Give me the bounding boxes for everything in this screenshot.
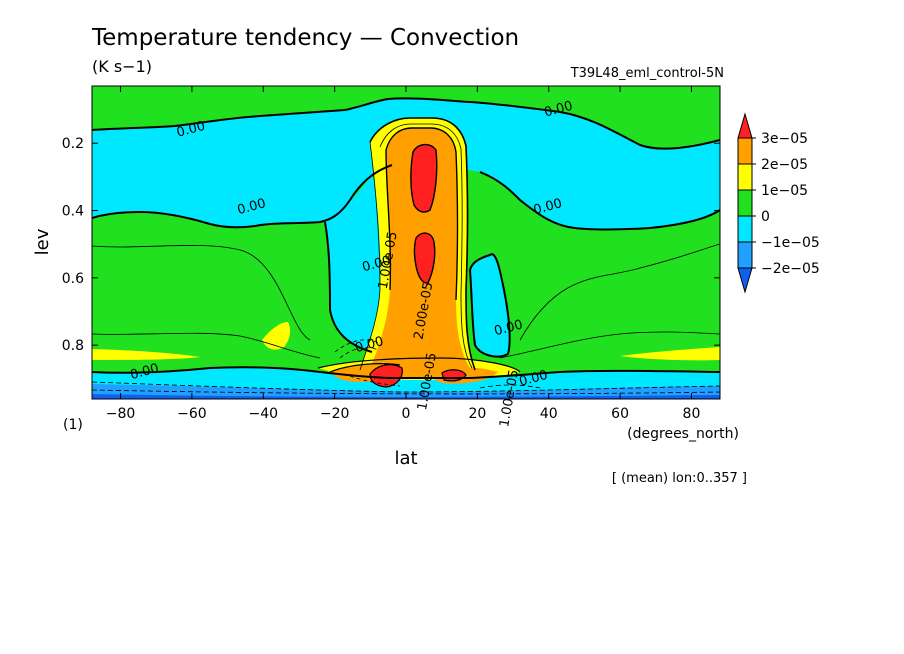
fill-max-mid	[414, 233, 435, 284]
colorbar-bottom-triangle	[737, 267, 753, 294]
contour-label: 0.00	[532, 196, 564, 218]
x-axis-label: lat	[394, 448, 417, 469]
fill-neg2-lower	[92, 384, 720, 399]
zero-contour-upper	[92, 97, 720, 150]
x-tick-label: −20	[320, 406, 350, 422]
colorbar-segment	[737, 241, 753, 269]
fill-pos-sh-band	[92, 349, 200, 360]
thin-contours-mid	[92, 243, 720, 341]
fill-neg-tongue-south	[325, 175, 384, 352]
x-tick-label: 0	[402, 406, 411, 422]
contour-surface-cells	[317, 357, 521, 388]
y-axis-label: lev	[32, 228, 53, 255]
y-tick-label: 0.4	[62, 204, 84, 220]
colorbar-label: 1e−05	[761, 183, 808, 199]
x-tick-label: −60	[177, 406, 207, 422]
thin-contours-low	[92, 331, 720, 359]
contour-column-core	[385, 127, 459, 301]
zero-contour-north	[479, 171, 720, 231]
contour-column-outer	[369, 117, 476, 371]
fill-pos-nh-band	[620, 347, 720, 361]
zero-contour-south	[92, 164, 393, 229]
colorbar-label: 3e−05	[761, 131, 808, 147]
contour-column-inner	[359, 123, 473, 371]
x-tick-label: 40	[540, 406, 558, 422]
colorbar-top-triangle	[737, 112, 753, 139]
contour-label: 0.00	[129, 361, 161, 383]
x-axis: −80 −60 −40 −20 0 20 40 60 80	[106, 86, 701, 422]
contour-label: 0.00	[361, 253, 393, 275]
contour-maxima	[410, 143, 438, 284]
run-label: T39L48_eml_control-5N	[570, 66, 724, 81]
colorbar-label: −1e−05	[761, 235, 820, 251]
x-tick-label: −40	[248, 406, 278, 422]
contour-label: 0.00	[175, 119, 207, 141]
chart-title: Temperature tendency — Convection	[91, 25, 519, 51]
x-tick-label: 20	[468, 406, 486, 422]
y-axis: 0.2 0.4 0.6 0.8	[62, 136, 720, 354]
fill-max-surface-south	[370, 364, 403, 387]
contour-label: 0.00	[353, 334, 385, 356]
colorbar-segment	[737, 189, 753, 217]
zero-contour-pocket	[469, 253, 511, 358]
y-tick-label: 0.6	[62, 271, 84, 287]
fill-neg-pocket-north	[470, 254, 510, 357]
colorbar-label: 2e−05	[761, 157, 808, 173]
colorbar-segment	[737, 137, 753, 165]
colorbar: 3e−05 2e−05 1e−05 0 −1e−05 −2e−05	[737, 112, 820, 294]
contour-label: 0.00	[543, 99, 575, 121]
averaging-note: [ (mean) lon:0..357 ]	[612, 471, 747, 486]
fill-pos-sh-blob	[262, 322, 291, 350]
contour-lines	[92, 97, 720, 395]
dashed-contours-surface	[92, 381, 720, 395]
colorbar-segment	[737, 215, 753, 243]
colorbar-label: 0	[761, 209, 770, 225]
y-units-label: (1)	[63, 417, 83, 433]
fill-neg3-lower	[92, 394, 720, 399]
fill-max-upper	[410, 144, 437, 213]
colorbar-label: −2e−05	[761, 261, 820, 277]
x-units-label: (degrees_north)	[627, 426, 739, 442]
zero-contour-tongue	[324, 221, 373, 353]
colorbar-segment	[737, 163, 753, 191]
dashed-contours-south	[334, 339, 401, 387]
contour-label: 0.00	[236, 196, 268, 218]
x-tick-label: 80	[683, 406, 701, 422]
zero-contour-lower	[92, 366, 720, 379]
y-tick-label: 0.2	[62, 136, 84, 152]
y-tick-label: 0.8	[62, 338, 84, 354]
contour-field	[92, 86, 720, 399]
contour-label: 0.00	[518, 368, 550, 390]
x-tick-label: −80	[106, 406, 136, 422]
x-tick-label: 60	[611, 406, 629, 422]
contour-label: 0.00	[493, 317, 525, 339]
units-label: (K s−1)	[92, 57, 152, 76]
